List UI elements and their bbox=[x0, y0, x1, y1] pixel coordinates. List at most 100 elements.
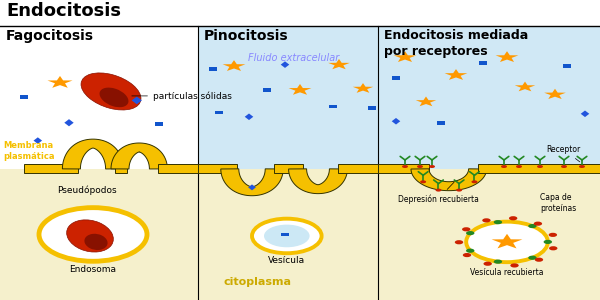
Circle shape bbox=[264, 225, 310, 247]
Circle shape bbox=[466, 231, 475, 235]
Bar bbox=[392, 76, 400, 80]
Circle shape bbox=[417, 165, 423, 168]
Circle shape bbox=[537, 165, 543, 168]
Circle shape bbox=[528, 256, 536, 260]
Polygon shape bbox=[274, 164, 303, 173]
Polygon shape bbox=[223, 60, 245, 71]
Text: Fagocitosis: Fagocitosis bbox=[6, 29, 94, 43]
Circle shape bbox=[252, 219, 322, 253]
Polygon shape bbox=[394, 51, 416, 62]
Circle shape bbox=[455, 240, 463, 244]
Ellipse shape bbox=[67, 220, 113, 252]
Text: citoplasma: citoplasma bbox=[224, 277, 292, 287]
Circle shape bbox=[544, 240, 552, 244]
Bar bbox=[563, 64, 571, 68]
Polygon shape bbox=[281, 61, 289, 68]
Circle shape bbox=[535, 258, 543, 262]
Circle shape bbox=[561, 165, 567, 168]
Bar bbox=[281, 233, 289, 236]
Circle shape bbox=[462, 227, 470, 231]
Polygon shape bbox=[115, 164, 127, 173]
Text: Pseudópodos: Pseudópodos bbox=[57, 185, 116, 195]
Bar bbox=[155, 122, 163, 126]
Ellipse shape bbox=[85, 234, 107, 250]
Polygon shape bbox=[24, 164, 78, 173]
Polygon shape bbox=[198, 164, 237, 173]
Polygon shape bbox=[289, 84, 311, 95]
Bar bbox=[263, 88, 271, 92]
Polygon shape bbox=[289, 169, 347, 194]
Bar bbox=[20, 95, 28, 100]
Circle shape bbox=[534, 222, 542, 226]
Text: Depresión recubierta: Depresión recubierta bbox=[398, 182, 478, 204]
Circle shape bbox=[484, 262, 492, 266]
Circle shape bbox=[456, 189, 462, 192]
Text: Vesícula: Vesícula bbox=[268, 256, 305, 265]
Circle shape bbox=[494, 260, 502, 264]
Polygon shape bbox=[245, 113, 253, 120]
Circle shape bbox=[463, 253, 471, 257]
Text: Receptor: Receptor bbox=[547, 145, 581, 162]
Circle shape bbox=[509, 216, 517, 220]
Polygon shape bbox=[248, 184, 256, 190]
Circle shape bbox=[472, 180, 478, 183]
Circle shape bbox=[429, 165, 435, 168]
Polygon shape bbox=[64, 119, 74, 126]
Text: Endocitosis: Endocitosis bbox=[6, 2, 121, 20]
Polygon shape bbox=[496, 51, 518, 62]
Circle shape bbox=[466, 222, 548, 262]
Polygon shape bbox=[221, 169, 283, 196]
Text: Fluido extracelular: Fluido extracelular bbox=[248, 53, 340, 63]
Circle shape bbox=[436, 189, 442, 192]
Circle shape bbox=[516, 165, 522, 168]
Circle shape bbox=[549, 246, 557, 250]
Circle shape bbox=[548, 233, 557, 237]
Bar bbox=[215, 110, 223, 114]
Circle shape bbox=[494, 220, 502, 224]
Bar bbox=[437, 121, 445, 124]
Polygon shape bbox=[132, 97, 142, 104]
Circle shape bbox=[482, 218, 491, 223]
Circle shape bbox=[420, 180, 426, 183]
Text: Membrana
plasmática: Membrana plasmática bbox=[3, 141, 55, 161]
Polygon shape bbox=[411, 169, 487, 191]
Bar bbox=[368, 106, 376, 110]
Polygon shape bbox=[491, 234, 523, 248]
Text: Vesícula recubierta: Vesícula recubierta bbox=[470, 268, 544, 277]
Polygon shape bbox=[328, 59, 350, 69]
Circle shape bbox=[39, 208, 147, 261]
Circle shape bbox=[528, 224, 536, 228]
Text: Endocitosis mediada
por receptores: Endocitosis mediada por receptores bbox=[384, 29, 528, 58]
Bar bbox=[198, 2, 600, 169]
Polygon shape bbox=[47, 76, 73, 88]
Polygon shape bbox=[544, 89, 566, 99]
Circle shape bbox=[579, 165, 585, 168]
Text: Capa de
proteínas: Capa de proteínas bbox=[540, 193, 576, 213]
Polygon shape bbox=[581, 110, 589, 117]
Polygon shape bbox=[478, 164, 600, 173]
Bar bbox=[209, 67, 217, 71]
Bar bbox=[0, 169, 600, 300]
Ellipse shape bbox=[100, 88, 128, 107]
Polygon shape bbox=[111, 143, 167, 169]
Bar bbox=[0, 2, 600, 26]
Circle shape bbox=[511, 263, 519, 268]
Polygon shape bbox=[34, 137, 42, 144]
Bar bbox=[0, 2, 198, 169]
Bar bbox=[479, 61, 487, 65]
Polygon shape bbox=[416, 97, 436, 106]
Ellipse shape bbox=[81, 73, 141, 110]
Polygon shape bbox=[62, 139, 124, 169]
Polygon shape bbox=[445, 69, 467, 80]
Text: partículas sólidas: partículas sólidas bbox=[132, 91, 232, 101]
Polygon shape bbox=[392, 118, 400, 124]
Text: Endosoma: Endosoma bbox=[70, 265, 116, 274]
Polygon shape bbox=[378, 164, 429, 173]
Bar bbox=[329, 105, 337, 108]
Polygon shape bbox=[158, 164, 198, 173]
Text: Pinocitosis: Pinocitosis bbox=[204, 29, 289, 43]
Polygon shape bbox=[338, 164, 378, 173]
Circle shape bbox=[402, 165, 408, 168]
Polygon shape bbox=[353, 83, 373, 93]
Polygon shape bbox=[515, 82, 535, 91]
